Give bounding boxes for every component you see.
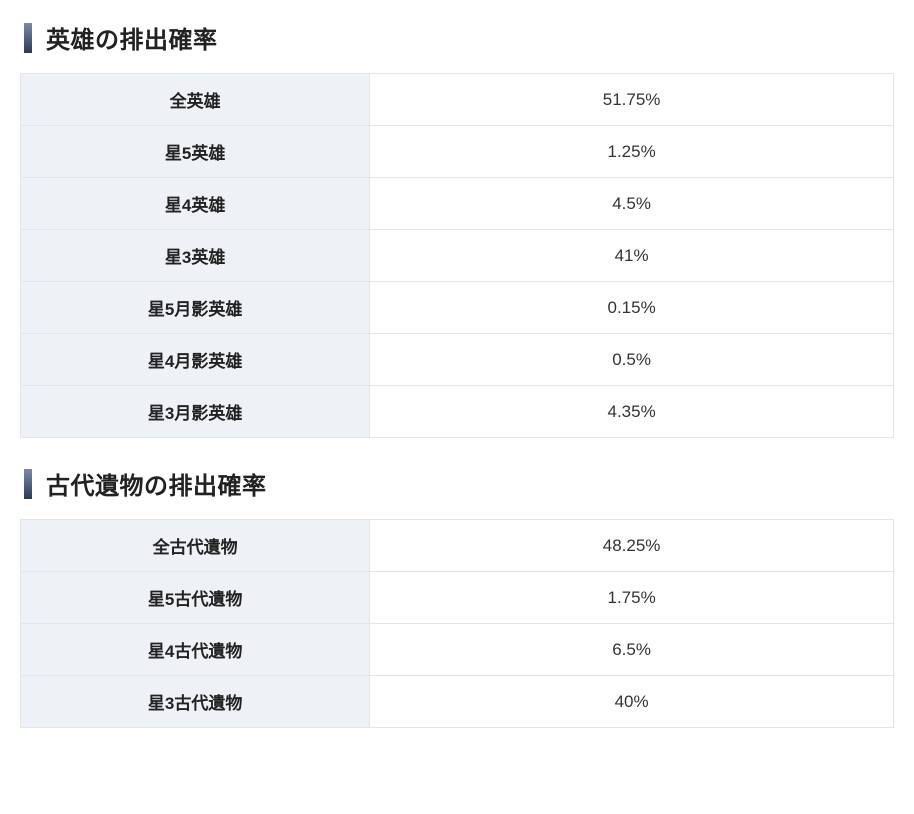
table-row: 星5古代遺物 1.75% [21, 572, 894, 624]
rate-label: 星3古代遺物 [21, 676, 370, 728]
rate-value: 0.5% [370, 334, 894, 386]
table-row: 星5英雄 1.25% [21, 126, 894, 178]
table-row: 星3古代遺物 40% [21, 676, 894, 728]
rate-label: 全英雄 [21, 74, 370, 126]
section-title: 英雄の排出確率 [46, 20, 218, 55]
artifact-rates-section: 古代遺物の排出確率 全古代遺物 48.25% 星5古代遺物 1.75% 星4古代… [20, 466, 894, 728]
rate-label: 全古代遺物 [21, 520, 370, 572]
rate-label: 星4古代遺物 [21, 624, 370, 676]
rate-label: 星5月影英雄 [21, 282, 370, 334]
table-row: 星4古代遺物 6.5% [21, 624, 894, 676]
rate-label: 星4月影英雄 [21, 334, 370, 386]
rate-value: 1.25% [370, 126, 894, 178]
section-header: 英雄の排出確率 [20, 20, 894, 55]
rate-label: 星3英雄 [21, 230, 370, 282]
header-accent-bar [24, 23, 32, 53]
rate-label: 星4英雄 [21, 178, 370, 230]
rate-value: 51.75% [370, 74, 894, 126]
rate-value: 48.25% [370, 520, 894, 572]
table-row: 星5月影英雄 0.15% [21, 282, 894, 334]
rate-label: 星3月影英雄 [21, 386, 370, 438]
rate-label: 星5英雄 [21, 126, 370, 178]
section-header: 古代遺物の排出確率 [20, 466, 894, 501]
header-accent-bar [24, 469, 32, 499]
table-row: 全古代遺物 48.25% [21, 520, 894, 572]
rate-value: 0.15% [370, 282, 894, 334]
rate-value: 4.5% [370, 178, 894, 230]
rate-value: 41% [370, 230, 894, 282]
rate-value: 4.35% [370, 386, 894, 438]
table-row: 星4英雄 4.5% [21, 178, 894, 230]
table-row: 全英雄 51.75% [21, 74, 894, 126]
hero-rates-section: 英雄の排出確率 全英雄 51.75% 星5英雄 1.25% 星4英雄 4.5% … [20, 20, 894, 438]
rate-label: 星5古代遺物 [21, 572, 370, 624]
rate-value: 6.5% [370, 624, 894, 676]
rate-value: 1.75% [370, 572, 894, 624]
section-title: 古代遺物の排出確率 [46, 466, 267, 501]
table-row: 星4月影英雄 0.5% [21, 334, 894, 386]
rate-value: 40% [370, 676, 894, 728]
table-row: 星3月影英雄 4.35% [21, 386, 894, 438]
table-row: 星3英雄 41% [21, 230, 894, 282]
artifact-rates-table: 全古代遺物 48.25% 星5古代遺物 1.75% 星4古代遺物 6.5% 星3… [20, 519, 894, 728]
hero-rates-table: 全英雄 51.75% 星5英雄 1.25% 星4英雄 4.5% 星3英雄 41%… [20, 73, 894, 438]
